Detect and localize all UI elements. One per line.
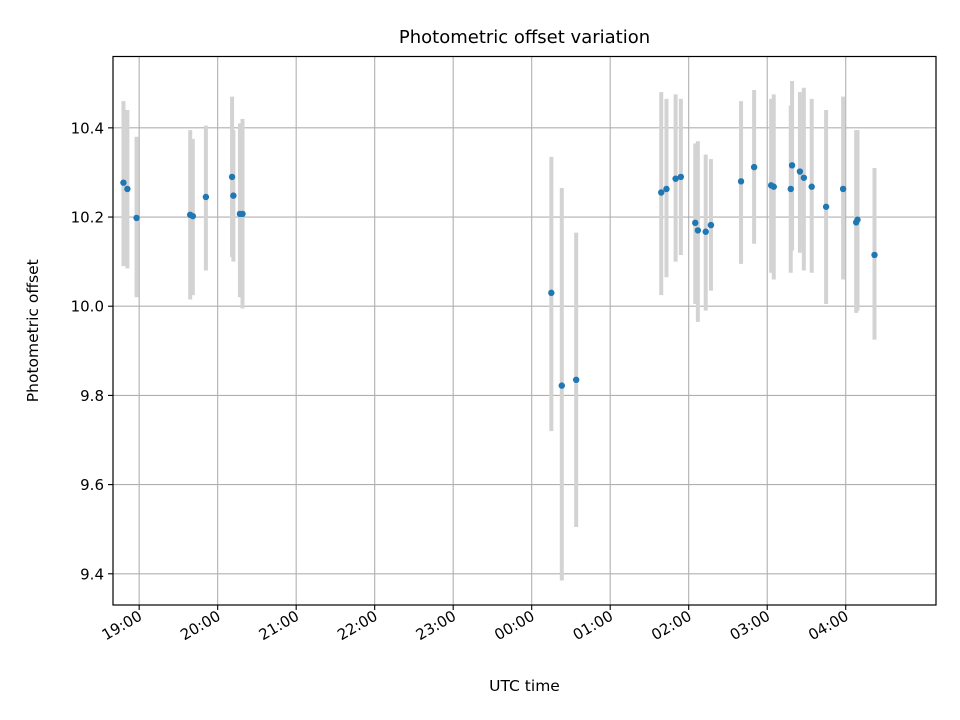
data-point [788,162,796,169]
data-point [808,183,815,190]
data-point [677,173,685,181]
data-point [770,183,777,190]
chart-title: Photometric offset variation [399,27,650,48]
data-point [707,221,715,229]
data-point [133,214,140,222]
data-point [663,185,670,193]
data-point [239,210,246,218]
data-points [120,162,878,389]
x-axis-label: UTC time [489,677,560,695]
data-point [787,185,794,193]
data-point [572,376,580,384]
grid-lines [113,56,936,605]
y-axis-label: Photometric offset [24,259,42,402]
data-point [737,178,745,185]
data-point [558,382,565,389]
data-point [822,203,830,210]
data-point [120,179,127,186]
y-tick-label: 10.2 [71,209,104,227]
plot-area-frame [112,55,937,606]
data-point [839,185,847,193]
data-point [189,212,197,220]
data-point [202,193,210,201]
data-point [750,163,758,171]
y-tick-label: 9.4 [80,565,104,583]
y-tick-label: 9.6 [80,476,104,494]
data-point [702,228,709,235]
y-tick-label: 10.0 [71,298,104,316]
y-tick-label: 10.4 [71,119,104,137]
data-point [548,289,555,297]
y-tick-label: 9.8 [80,387,104,405]
y-axis-ticks: 9.4 9.6 9.8 10.0 10.2 10.4 [71,119,113,583]
data-point [672,175,679,182]
data-point [658,189,665,196]
data-point [124,185,131,193]
data-point [871,251,878,259]
data-point [796,168,804,175]
data-point [854,216,861,223]
data-point [692,219,699,227]
data-point [230,192,237,199]
data-point [800,174,808,181]
data-point [694,227,702,234]
data-point [228,173,236,181]
